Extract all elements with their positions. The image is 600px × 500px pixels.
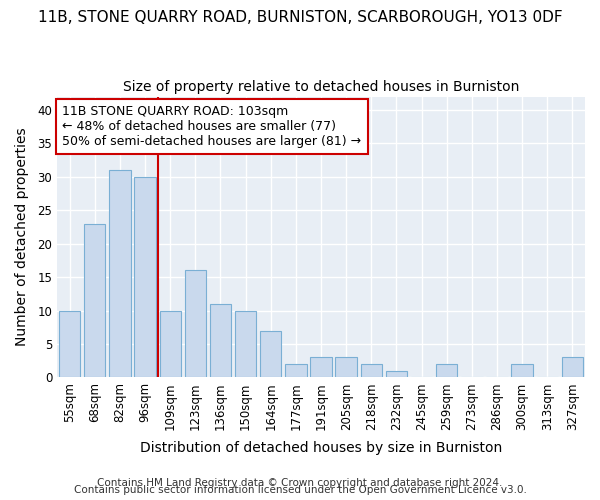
Text: Contains HM Land Registry data © Crown copyright and database right 2024.: Contains HM Land Registry data © Crown c… [97,478,503,488]
Bar [235,310,256,378]
Bar [386,370,407,378]
Bar [285,364,307,378]
Bar [436,364,457,378]
Bar [562,358,583,378]
X-axis label: Distribution of detached houses by size in Burniston: Distribution of detached houses by size … [140,441,502,455]
Bar [361,364,382,378]
Bar [310,358,332,378]
Bar [260,330,281,378]
Bar [160,310,181,378]
Y-axis label: Number of detached properties: Number of detached properties [15,128,29,346]
Bar [134,177,156,378]
Bar [210,304,231,378]
Bar [59,310,80,378]
Bar [185,270,206,378]
Text: 11B STONE QUARRY ROAD: 103sqm
← 48% of detached houses are smaller (77)
50% of s: 11B STONE QUARRY ROAD: 103sqm ← 48% of d… [62,105,361,148]
Text: 11B, STONE QUARRY ROAD, BURNISTON, SCARBOROUGH, YO13 0DF: 11B, STONE QUARRY ROAD, BURNISTON, SCARB… [38,10,562,25]
Title: Size of property relative to detached houses in Burniston: Size of property relative to detached ho… [123,80,519,94]
Bar [511,364,533,378]
Text: Contains public sector information licensed under the Open Government Licence v3: Contains public sector information licen… [74,485,526,495]
Bar [109,170,131,378]
Bar [335,358,357,378]
Bar [84,224,106,378]
